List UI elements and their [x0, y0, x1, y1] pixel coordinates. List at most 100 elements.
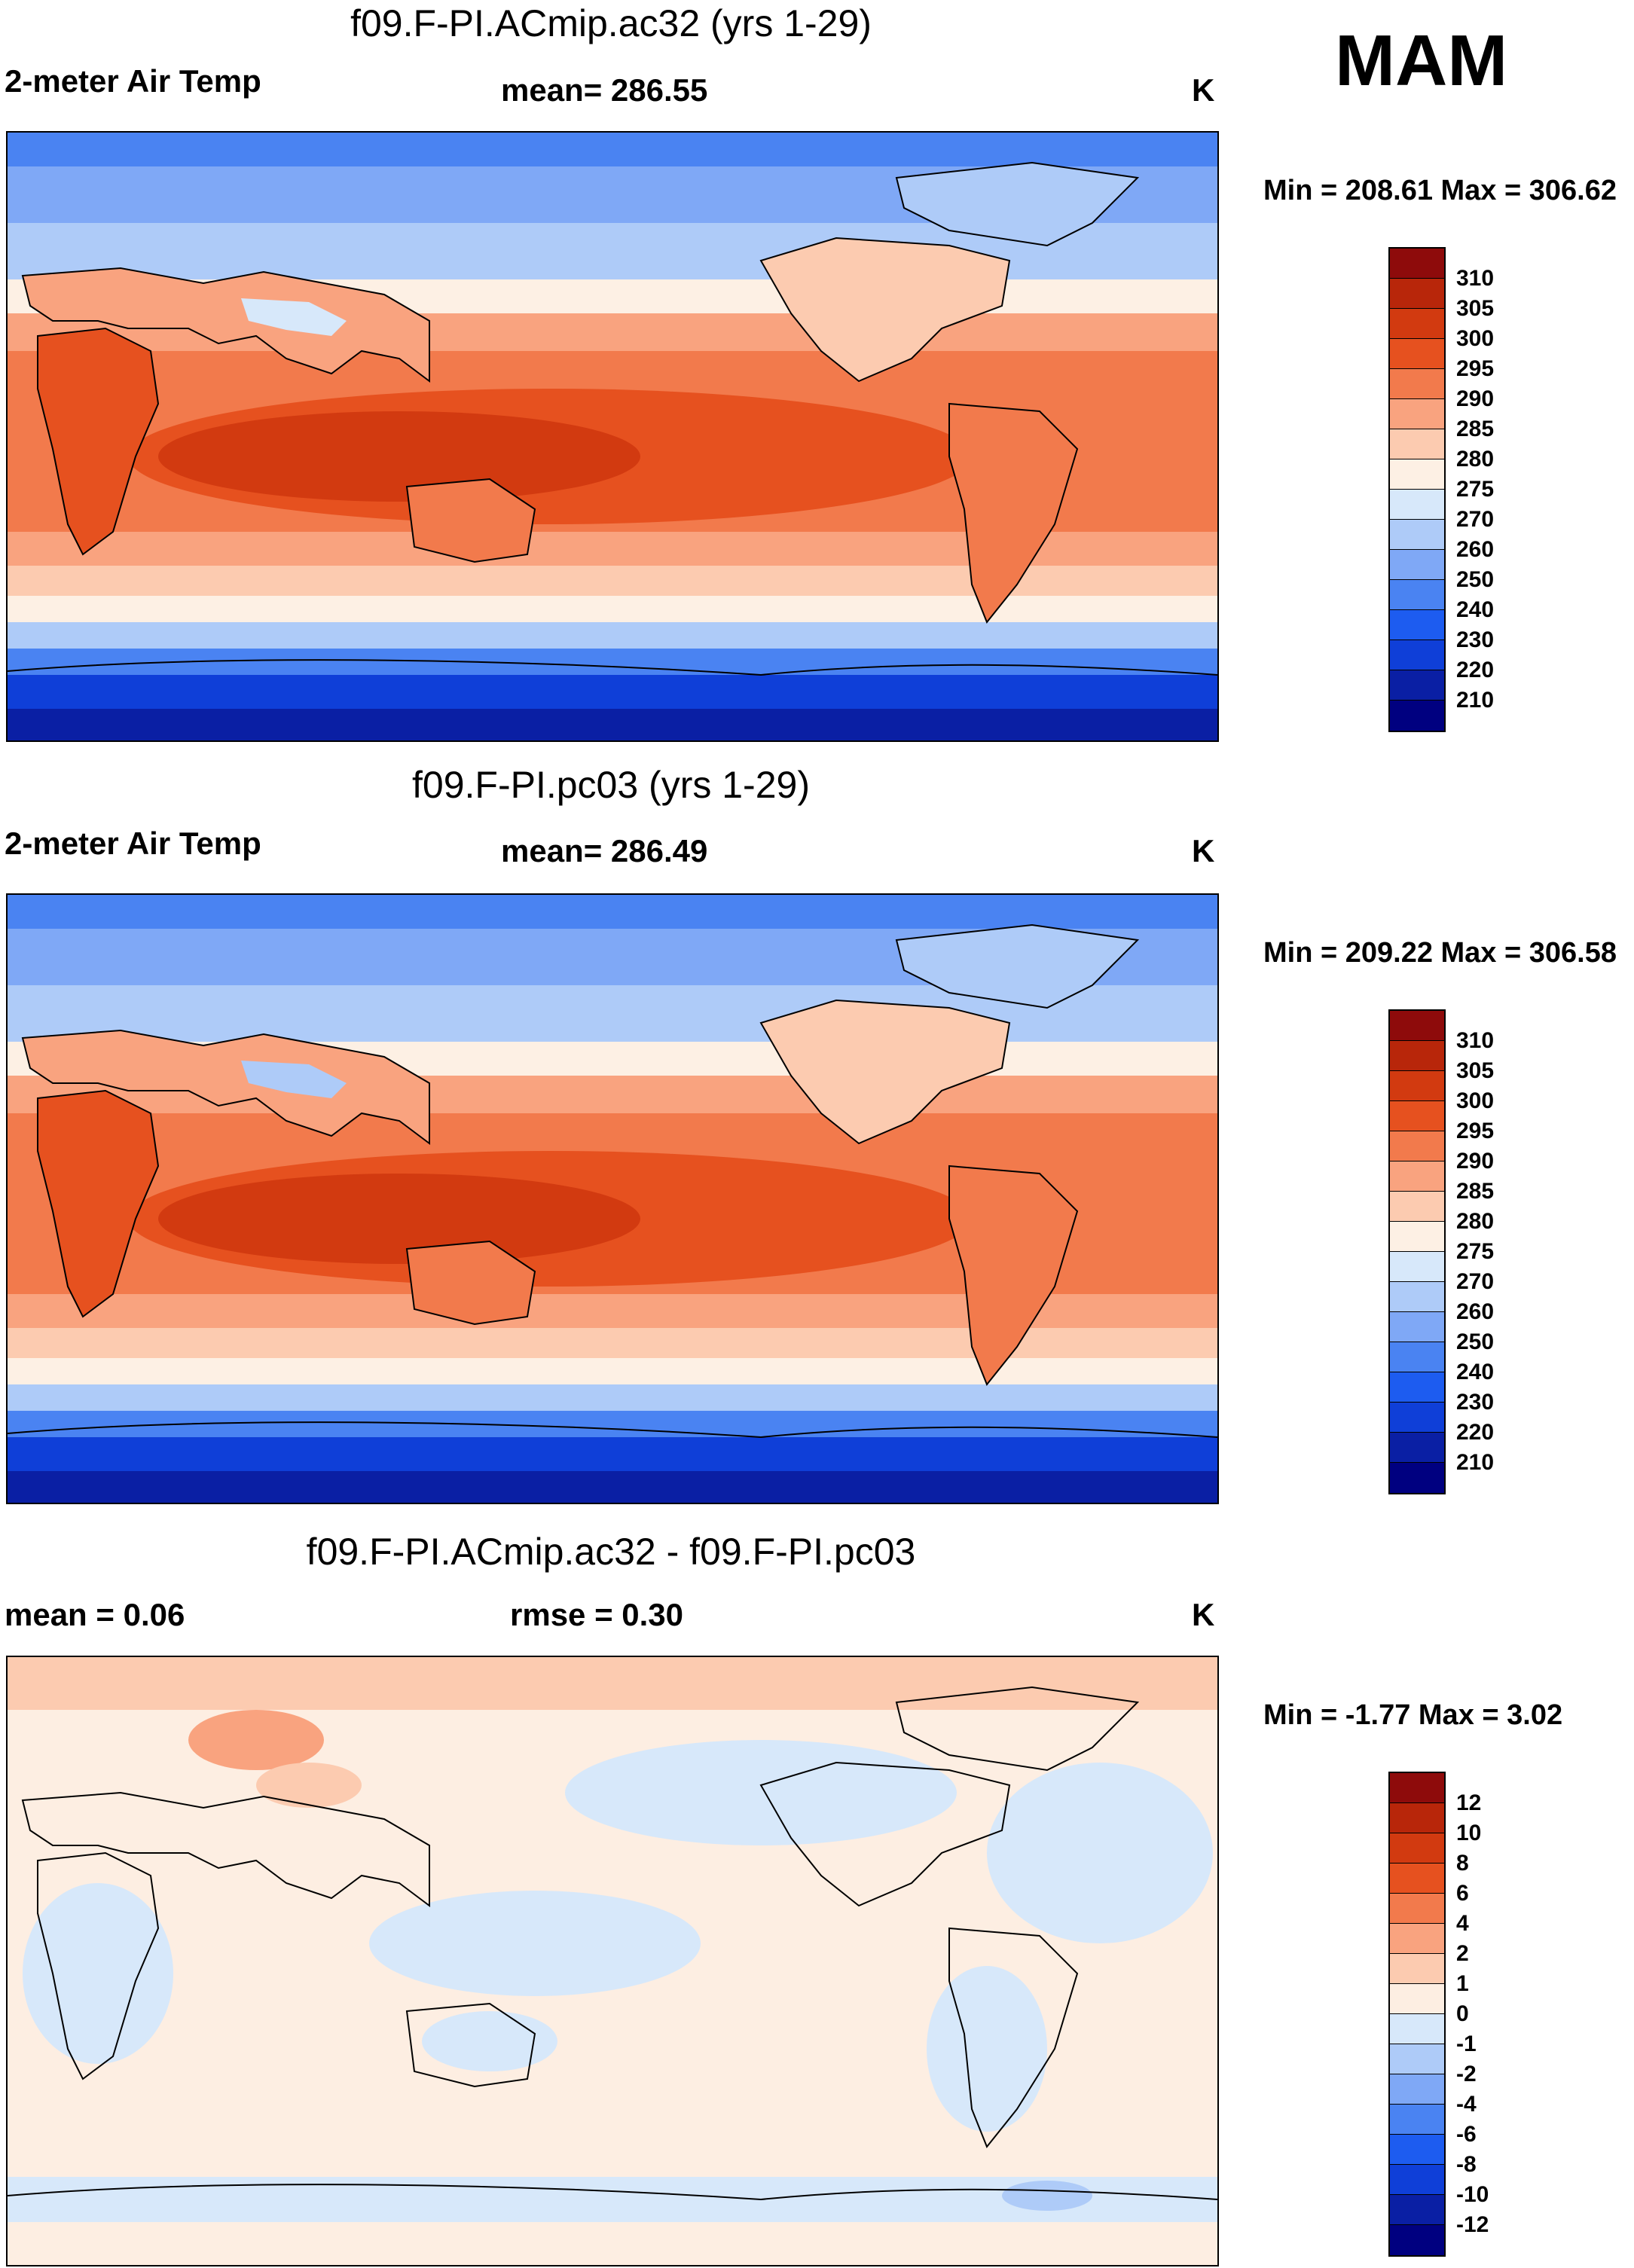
colorbar-swatch	[1390, 1011, 1444, 1041]
colorbar-tick: 270	[1456, 507, 1495, 532]
colorbar-tick: 295	[1456, 356, 1495, 381]
colorbar-tick: 250	[1456, 1329, 1495, 1354]
colorbar-tick: 305	[1456, 1058, 1495, 1083]
colorbar-swatch	[1390, 1924, 1444, 1954]
colorbar-swatch	[1390, 1192, 1444, 1222]
colorbar-tick: 260	[1456, 537, 1495, 562]
colorbar-tick: 250	[1456, 567, 1495, 592]
colorbar-tick: 8	[1456, 1851, 1469, 1876]
colorbar-swatch	[1390, 249, 1444, 279]
colorbar-tick: 6	[1456, 1881, 1469, 1906]
colorbar-swatch	[1390, 309, 1444, 339]
colorbar-swatch	[1390, 1342, 1444, 1372]
colorbar-tick: 220	[1456, 1420, 1495, 1445]
colorbar-tick: 230	[1456, 1390, 1495, 1415]
colorbar-swatch	[1390, 429, 1444, 459]
colorbar-tick: 240	[1456, 597, 1495, 622]
colorbar-tick: 230	[1456, 627, 1495, 652]
colorbar-tick: 285	[1456, 1179, 1495, 1204]
colorbar-swatch	[1390, 2195, 1444, 2225]
colorbar-tick: 280	[1456, 447, 1495, 472]
colorbar-swatch	[1390, 1372, 1444, 1403]
colorbar-swatch	[1390, 701, 1444, 731]
mean-label: mean= 286.49	[501, 833, 708, 868]
colorbar-swatch	[1390, 1222, 1444, 1252]
colorbar-swatch	[1390, 2135, 1444, 2165]
colorbar-tick: 290	[1456, 1149, 1495, 1174]
colorbar-tick: -6	[1456, 2122, 1477, 2147]
colorbar-tick: -12	[1456, 2212, 1489, 2237]
colorbar-tick: 12	[1456, 1790, 1482, 1815]
colorbar-tick: 2	[1456, 1941, 1469, 1966]
season-label: MAM	[1335, 20, 1508, 101]
colorbar-tick: 310	[1456, 1028, 1495, 1053]
panel-title: f09.F-PI.pc03 (yrs 1-29)	[412, 764, 810, 806]
temperature-map	[6, 893, 1219, 1504]
colorbar-tick: -8	[1456, 2152, 1477, 2177]
colorbar-swatch	[1390, 640, 1444, 670]
colorbar-swatch	[1390, 670, 1444, 701]
rmse-label: rmse = 0.30	[510, 1597, 684, 1632]
min-max-label: Min = 209.22 Max = 306.58	[1263, 937, 1617, 969]
colorbar-swatch	[1390, 520, 1444, 550]
colorbar-tick: 210	[1456, 1450, 1495, 1475]
colorbar-swatch	[1390, 490, 1444, 520]
colorbar-swatch	[1390, 580, 1444, 610]
colorbar-tick: 210	[1456, 688, 1495, 713]
min-max-label: Min = 208.61 Max = 306.62	[1263, 175, 1617, 206]
variable-label: 2-meter Air Temp	[5, 63, 261, 99]
colorbar-swatch	[1390, 279, 1444, 309]
colorbar-swatch	[1390, 1101, 1444, 1131]
colorbar-tick: 4	[1456, 1911, 1469, 1936]
colorbar-tick: -4	[1456, 2092, 1477, 2117]
colorbar-swatch	[1390, 1312, 1444, 1342]
colorbar-swatch	[1390, 399, 1444, 429]
colorbar-swatch	[1390, 1252, 1444, 1282]
colorbar-swatch	[1390, 1041, 1444, 1071]
colorbar-tick: 240	[1456, 1360, 1495, 1384]
colorbar	[1388, 1772, 1446, 2257]
colorbar	[1388, 1009, 1446, 1494]
colorbar-swatch	[1390, 1773, 1444, 1803]
colorbar-swatch	[1390, 1984, 1444, 2014]
variable-label: 2-meter Air Temp	[5, 826, 261, 861]
colorbar-swatch	[1390, 2105, 1444, 2135]
colorbar-tick: 0	[1456, 2001, 1469, 2026]
colorbar-swatch	[1390, 1803, 1444, 1833]
colorbar-tick: 10	[1456, 1821, 1482, 1845]
units-label: K	[1192, 1597, 1215, 1632]
colorbar	[1388, 247, 1446, 732]
mean-label: mean= 286.55	[501, 72, 708, 108]
colorbar-swatch	[1390, 2165, 1444, 2195]
colorbar-tick: 260	[1456, 1299, 1495, 1324]
panel-title: f09.F-PI.ACmip.ac32 - f09.F-PI.pc03	[306, 1531, 916, 1573]
colorbar-tick: 1	[1456, 1971, 1469, 1996]
diff-mean-label: mean = 0.06	[5, 1597, 185, 1632]
colorbar-swatch	[1390, 1282, 1444, 1312]
colorbar-tick: 220	[1456, 658, 1495, 682]
colorbar-tick: 275	[1456, 477, 1495, 502]
temperature-map	[6, 131, 1219, 742]
colorbar-swatch	[1390, 2044, 1444, 2074]
colorbar-tick: -10	[1456, 2182, 1489, 2207]
colorbar-swatch	[1390, 1071, 1444, 1101]
colorbar-tick: 290	[1456, 386, 1495, 411]
colorbar-tick: 270	[1456, 1269, 1495, 1294]
colorbar-swatch	[1390, 2225, 1444, 2255]
colorbar-swatch	[1390, 610, 1444, 640]
units-label: K	[1192, 833, 1215, 868]
colorbar-tick: 295	[1456, 1119, 1495, 1143]
colorbar-swatch	[1390, 2074, 1444, 2105]
colorbar-swatch	[1390, 369, 1444, 399]
colorbar-swatch	[1390, 339, 1444, 369]
colorbar-swatch	[1390, 550, 1444, 580]
colorbar-swatch	[1390, 1894, 1444, 1924]
panel-title: f09.F-PI.ACmip.ac32 (yrs 1-29)	[350, 2, 872, 44]
colorbar-swatch	[1390, 1833, 1444, 1864]
units-label: K	[1192, 72, 1215, 108]
colorbar-tick: 310	[1456, 266, 1495, 291]
colorbar-swatch	[1390, 1403, 1444, 1433]
colorbar-tick: 300	[1456, 326, 1495, 351]
colorbar-swatch	[1390, 459, 1444, 490]
colorbar-tick: 280	[1456, 1209, 1495, 1234]
